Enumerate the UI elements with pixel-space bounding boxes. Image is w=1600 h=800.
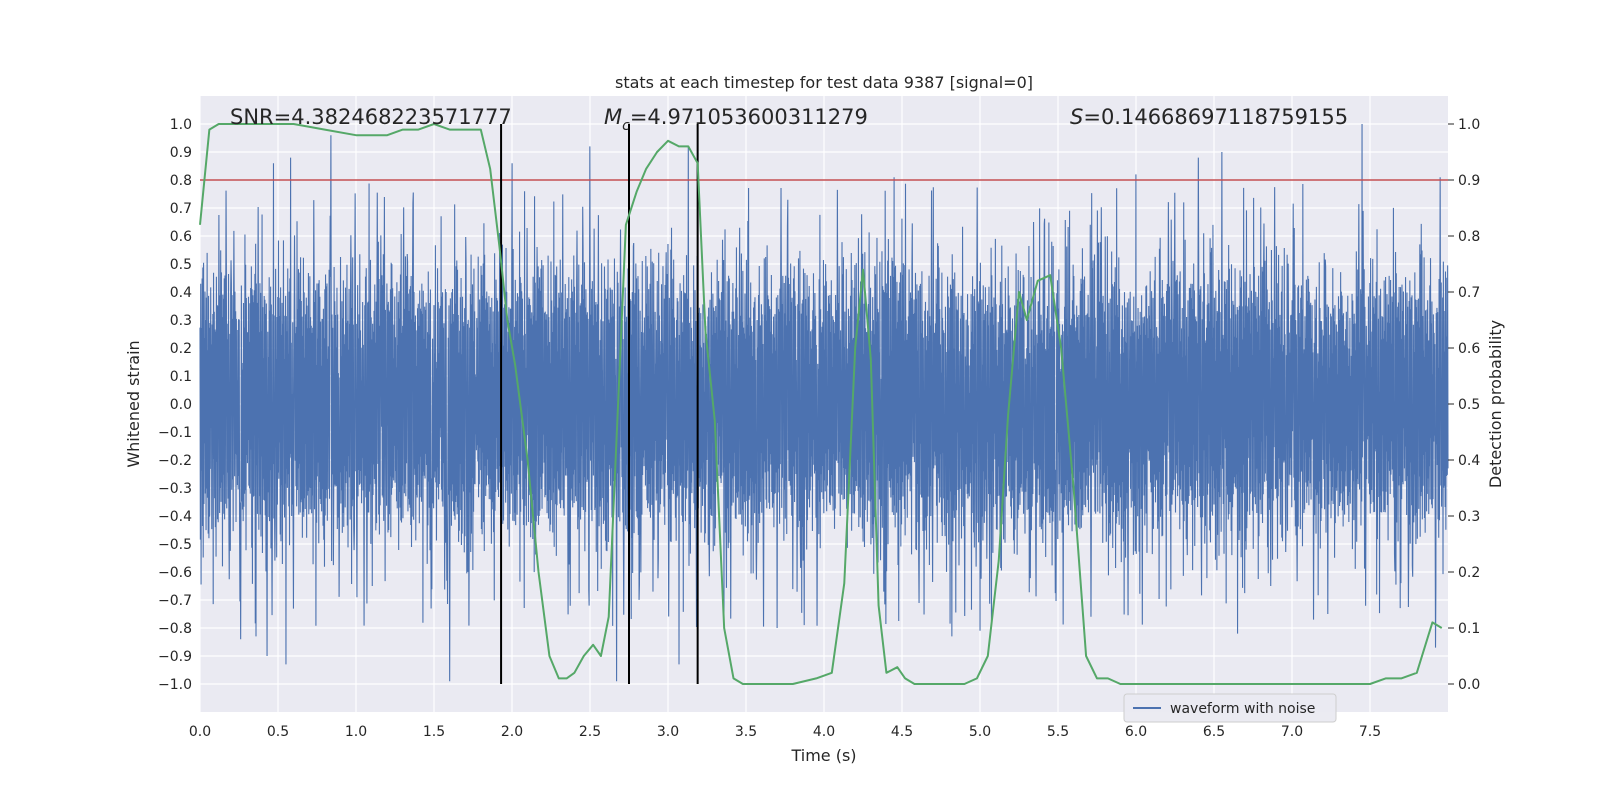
y-tick-label: 0.8 bbox=[170, 173, 192, 189]
x-tick-label: 6.5 bbox=[1203, 724, 1225, 740]
probability-line bbox=[199, 123, 1443, 685]
x-tick-label: 2.5 bbox=[579, 724, 601, 740]
x-tick-label: 4.5 bbox=[891, 724, 913, 740]
x-tick-label: 2.0 bbox=[501, 724, 523, 740]
y2-tick-label: 0.1 bbox=[1458, 621, 1480, 637]
y-tick-label: −0.6 bbox=[158, 565, 192, 581]
y-tick-label: −0.1 bbox=[158, 425, 192, 441]
y-tick-label: −0.7 bbox=[158, 593, 192, 609]
s-value: =0.14668697118759155 bbox=[1083, 105, 1348, 129]
y-tick-label: 1.0 bbox=[170, 117, 192, 133]
y-tick-label: 0.0 bbox=[170, 397, 192, 413]
y-tick-labels: 1.0 0.9 0.8 0.7 0.6 0.5 0.4 0.3 0.2 0.1 0.0 −0.1 −0.… bbox=[158, 117, 192, 693]
y-tick-label: 0.3 bbox=[170, 313, 192, 329]
y-tick-label: 0.1 bbox=[170, 369, 192, 385]
y-tick-label: 0.7 bbox=[170, 201, 192, 217]
probability-series bbox=[199, 123, 1443, 685]
y-tick-label: 0.5 bbox=[170, 257, 192, 273]
mc-annotation: Mc=4.971053600311279 bbox=[604, 105, 868, 134]
y2-tick-label: 0.9 bbox=[1458, 173, 1480, 189]
mc-value: =4.971053600311279 bbox=[630, 105, 868, 129]
x-tick-label: 7.5 bbox=[1359, 724, 1381, 740]
x-tick-labels: 0.0 0.5 1.0 1.5 2.0 2.5 3.0 3.5 4.0 4.5 5.0 5.5 6.0 6… bbox=[189, 724, 1381, 740]
y2-tick-label: 0.0 bbox=[1458, 677, 1480, 693]
x-tick-label: 3.5 bbox=[735, 724, 757, 740]
s-symbol: S bbox=[1070, 105, 1083, 129]
y-tick-label: −0.8 bbox=[158, 621, 192, 637]
y-tick-label: −0.4 bbox=[158, 509, 192, 525]
y-tick-label: 0.9 bbox=[170, 145, 192, 161]
y2-tick-label: 0.5 bbox=[1458, 397, 1480, 413]
y-tick-label: −0.2 bbox=[158, 453, 192, 469]
y2-axis-label: Detection probability bbox=[1486, 320, 1505, 488]
y2-tick-labels: 1.0 0.9 0.8 0.7 0.6 0.5 0.4 0.3 0.2 0.1 0.0 bbox=[1448, 117, 1480, 693]
s-annotation: S=0.14668697118759155 bbox=[1070, 105, 1348, 129]
x-tick-label: 7.0 bbox=[1281, 724, 1303, 740]
y-tick-label: −0.5 bbox=[158, 537, 192, 553]
y-tick-label: −1.0 bbox=[158, 677, 192, 693]
legend-box bbox=[1123, 693, 1337, 723]
y2-tick-label: 0.3 bbox=[1458, 509, 1480, 525]
y2-tick-label: 0.6 bbox=[1458, 341, 1480, 357]
x-tick-label: 0.5 bbox=[267, 724, 289, 740]
noise-waveform-line bbox=[199, 123, 1449, 682]
x-tick-label: 5.5 bbox=[1047, 724, 1069, 740]
y2-tick-label: 0.2 bbox=[1458, 565, 1480, 581]
y-tick-label: 0.4 bbox=[170, 285, 192, 301]
y2-tick-label: 0.8 bbox=[1458, 229, 1480, 245]
legend: waveform with noise bbox=[1123, 693, 1337, 723]
x-tick-label: 0.0 bbox=[189, 724, 211, 740]
x-tick-label: 5.0 bbox=[969, 724, 991, 740]
x-tick-label: 6.0 bbox=[1125, 724, 1147, 740]
mc-symbol: M bbox=[604, 105, 622, 129]
legend-label: waveform with noise bbox=[1170, 701, 1315, 717]
x-axis-label: Time (s) bbox=[790, 746, 856, 765]
y2-tick-label: 1.0 bbox=[1458, 117, 1480, 133]
x-tick-label: 3.0 bbox=[657, 724, 679, 740]
y2-tick-label: 0.4 bbox=[1458, 453, 1480, 469]
x-tick-label: 1.5 bbox=[423, 724, 445, 740]
mc-subscript: c bbox=[622, 118, 630, 134]
y-tick-label: −0.3 bbox=[158, 481, 192, 497]
y-tick-label: −0.9 bbox=[158, 649, 192, 665]
noise-series bbox=[199, 123, 1449, 682]
snr-annotation: SNR=4.382468223571777 bbox=[230, 105, 512, 129]
y-axis-label: Whitened strain bbox=[124, 340, 143, 467]
y2-tick-label: 0.7 bbox=[1458, 285, 1480, 301]
x-tick-label: 1.0 bbox=[345, 724, 367, 740]
chart-title: stats at each timestep for test data 938… bbox=[615, 73, 1033, 92]
y-tick-label: 0.6 bbox=[170, 229, 192, 245]
x-tick-label: 4.0 bbox=[813, 724, 835, 740]
y-tick-label: 0.2 bbox=[170, 341, 192, 357]
